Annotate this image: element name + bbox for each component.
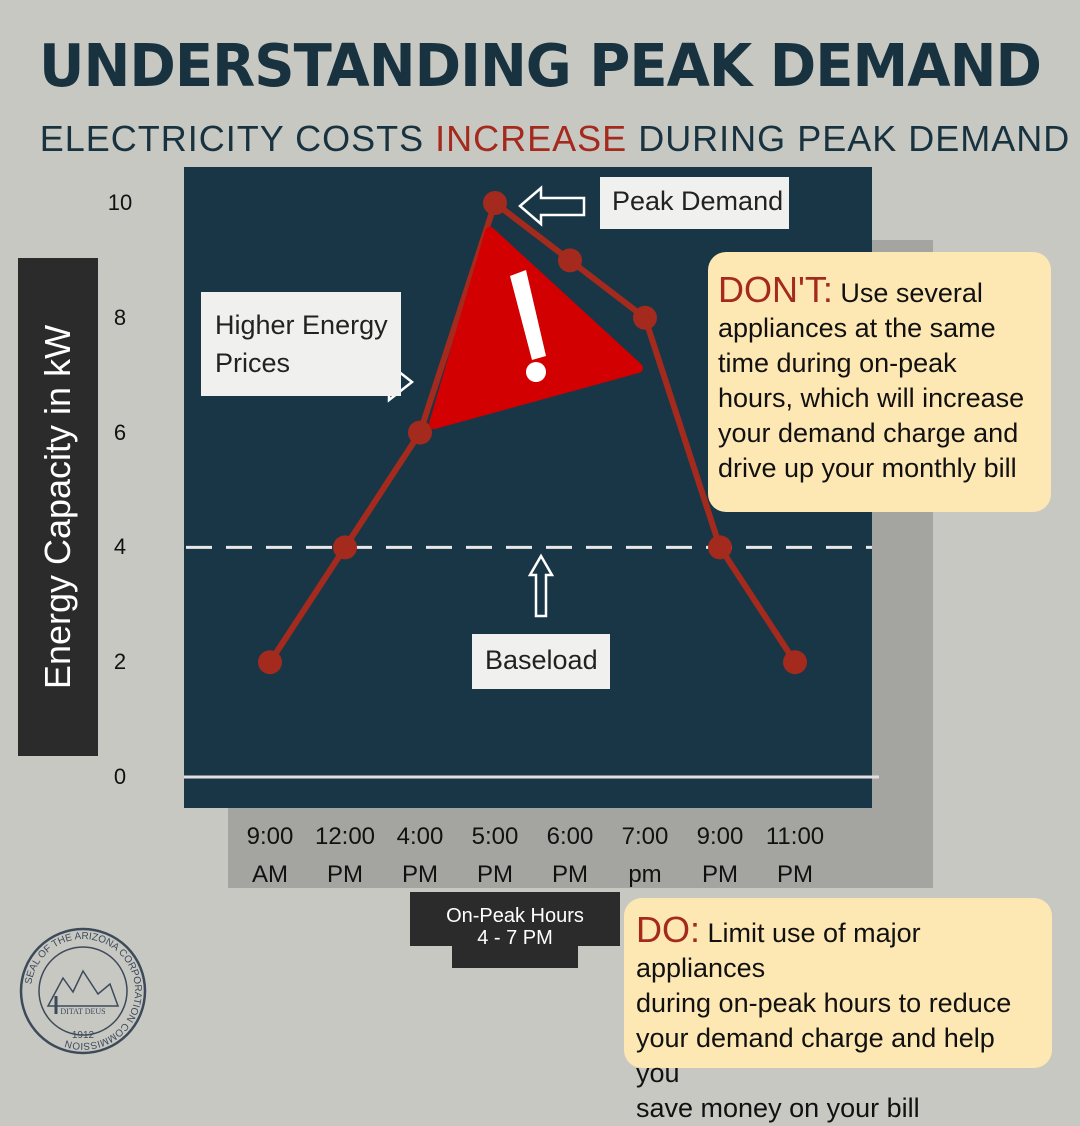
on-peak-box-tab <box>452 940 578 968</box>
data-point <box>783 650 807 675</box>
x-tick-label-period: PM <box>402 861 438 888</box>
x-tick-label-period: AM <box>252 861 288 888</box>
x-tick-label-period: PM <box>552 861 588 888</box>
higher-energy-prices-line-1: Higher Energy <box>215 310 388 340</box>
dont-tip-text-6: drive up your monthly bill <box>718 453 1017 483</box>
x-tick-label: 9:00 AM <box>225 818 315 894</box>
data-point <box>333 535 357 560</box>
y-tick-label: 2 <box>113 649 127 675</box>
x-tick-label-period: pm <box>628 861 662 888</box>
x-tick-label-time: 6:00 <box>546 823 594 850</box>
y-tick-label: 8 <box>113 304 127 330</box>
higher-energy-prices-line-2: Prices <box>215 348 291 378</box>
seal-icon: SEAL OF THE ARIZONA CORPORATION COMMISSI… <box>19 927 147 1055</box>
on-peak-line-2: 4 - 7 PM <box>477 927 553 949</box>
x-tick-label-time: 12:00 <box>314 823 376 850</box>
x-tick-label-time: 9:00 <box>696 823 744 850</box>
seal-year: 1912 <box>72 1030 95 1041</box>
x-tick-label-time: 11:00 <box>765 823 825 850</box>
data-point <box>258 650 282 675</box>
do-tip-text-3: your demand charge and help you <box>636 1023 995 1088</box>
x-tick-label-time: 5:00 <box>471 823 519 850</box>
x-tick-label: 4:00 PM <box>375 818 465 894</box>
x-tick-label-time: 4:00 <box>396 823 444 850</box>
subtitle-part-1: ELECTRICITY COSTS <box>39 118 436 159</box>
x-tick-label: 7:00 pm <box>600 818 690 894</box>
do-tip-first-line: DO: Limit use of major appliances <box>636 912 1042 986</box>
do-tip-box: DO: Limit use of major appliances during… <box>624 898 1052 1123</box>
y-tick-label: 4 <box>113 534 127 560</box>
on-peak-box <box>410 892 620 946</box>
x-tick-label: 12:00 PM <box>300 818 390 894</box>
x-tick-label-period: PM <box>477 861 513 888</box>
subtitle-highlight: INCREASE <box>435 118 628 159</box>
x-tick-label-time: 9:00 <box>246 823 294 850</box>
left-arrow-icon <box>518 185 586 227</box>
x-tick-label: 5:00 PM <box>450 818 540 894</box>
do-tip-heading: DO: <box>636 909 701 950</box>
dont-tip-text-1: Use several <box>832 278 983 308</box>
y-tick-label: 10 <box>107 190 133 215</box>
y-axis-label-box: Energy Capacity in kW <box>18 258 98 756</box>
warning-icon <box>429 227 643 429</box>
page-subtitle: ELECTRICITY COSTS INCREASE DURING PEAK D… <box>0 118 1080 160</box>
dont-tip-box: DON'T: Use several appliances at the sam… <box>708 252 1051 512</box>
y-tick-label: 0 <box>113 764 127 789</box>
line-chart <box>184 185 879 779</box>
x-tick-label: 9:00 PM <box>675 818 765 894</box>
baseload-callout: Baseload <box>472 634 610 689</box>
x-tick-label-period: PM <box>327 861 363 888</box>
data-point <box>558 248 582 273</box>
dont-tip-first-line: DON'T: Use several <box>718 272 1041 311</box>
x-tick-label: 11:00 PM <box>750 818 840 894</box>
page-title: UNDERSTANDING PEAK DEMAND <box>39 32 1042 101</box>
seal-motto: DITAT DEUS <box>60 1007 105 1016</box>
dont-tip-text-3: time during on-peak <box>718 348 957 378</box>
dont-tip-text-5: your demand charge and <box>718 418 1019 448</box>
y-tick-label: 6 <box>113 419 127 445</box>
dont-tip-heading: DON'T: <box>718 269 833 310</box>
up-arrow-icon <box>527 553 555 618</box>
data-point <box>708 535 732 560</box>
x-tick-label-time: 7:00 <box>621 823 669 850</box>
do-tip-text-4: save money on your bill <box>636 1093 920 1123</box>
on-peak-line-1: On-Peak Hours <box>446 905 584 927</box>
series-layer <box>258 191 807 675</box>
data-point <box>483 191 507 215</box>
data-point <box>633 305 657 330</box>
data-point <box>408 420 432 445</box>
do-tip-text-1: Limit use of major appliances <box>636 918 921 983</box>
dont-tip-text-4: hours, which will increase <box>718 383 1025 413</box>
dont-tip-text-2: appliances at the same <box>718 313 996 343</box>
x-tick-label-period: PM <box>702 861 738 888</box>
x-tick-label-period: PM <box>777 861 813 888</box>
peak-demand-callout: Peak Demand <box>600 177 789 229</box>
subtitle-part-2: DURING PEAK DEMAND <box>627 118 1071 159</box>
higher-energy-prices-callout: Higher Energy Prices <box>201 292 401 396</box>
do-tip-text-2: during on-peak hours to reduce <box>636 988 1012 1018</box>
on-peak-label: On-Peak Hours 4 - 7 PM <box>410 905 620 949</box>
x-tick-label: 6:00 PM <box>525 818 615 894</box>
series-line <box>267 200 798 664</box>
